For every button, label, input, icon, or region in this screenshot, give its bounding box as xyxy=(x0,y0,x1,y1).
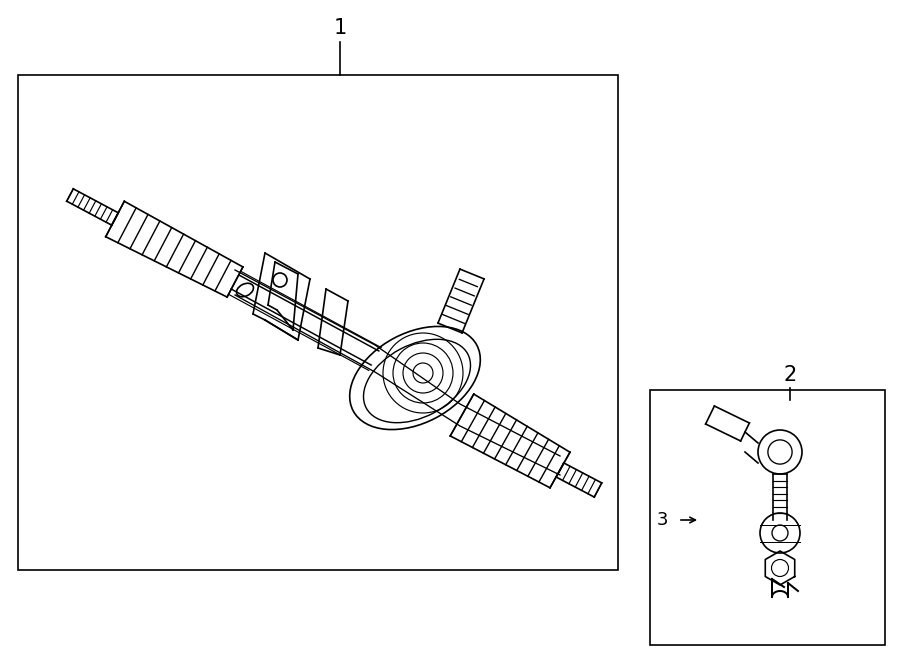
Bar xyxy=(650,390,885,645)
Bar xyxy=(18,75,618,570)
Text: 1: 1 xyxy=(333,18,346,38)
Text: 2: 2 xyxy=(783,365,796,385)
Text: 3: 3 xyxy=(656,511,668,529)
